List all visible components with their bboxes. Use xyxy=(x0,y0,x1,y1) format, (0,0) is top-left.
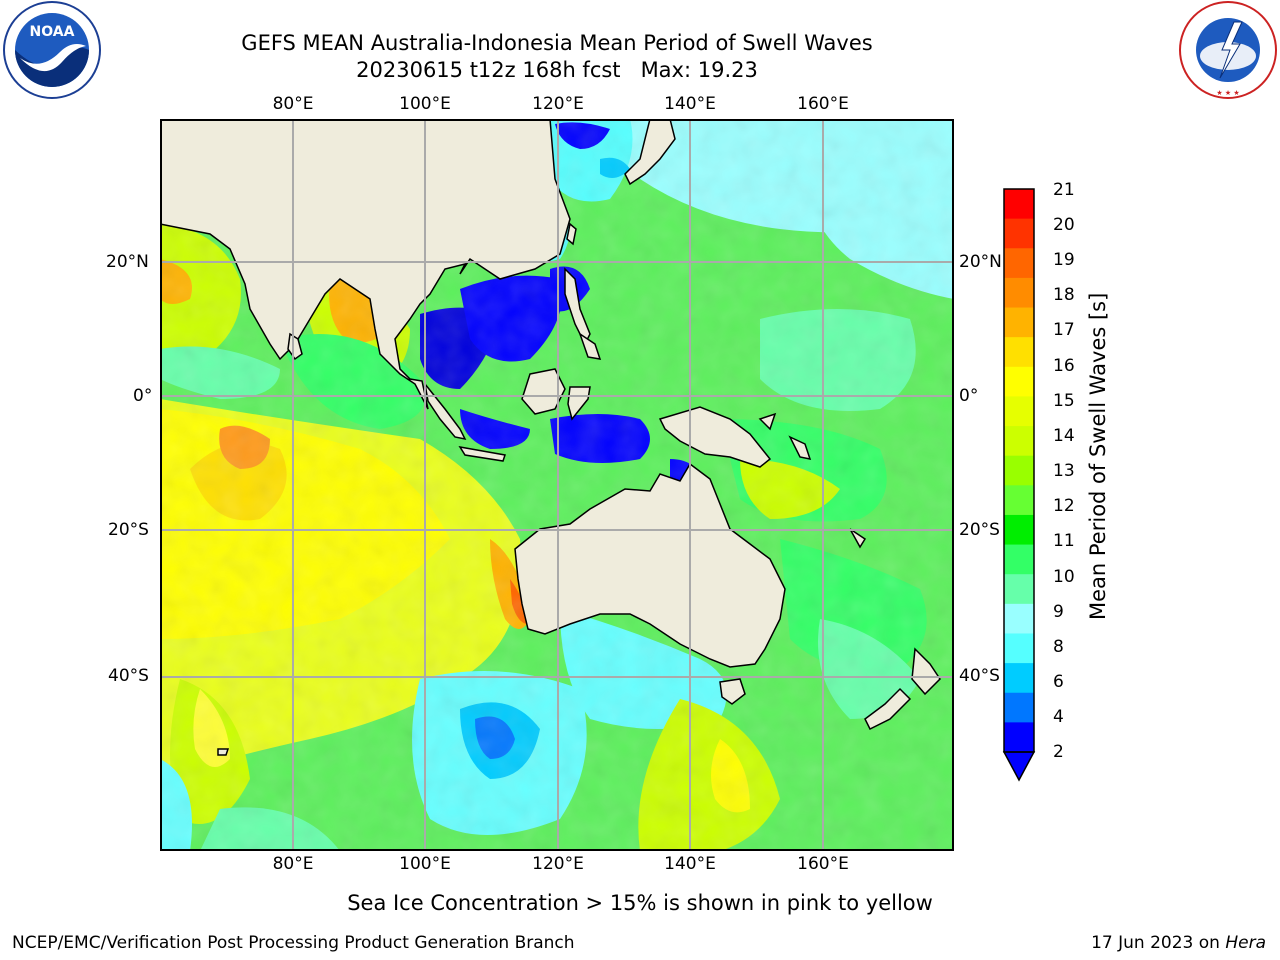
date-stamp: 17 Jun 2023 on Hera xyxy=(1091,933,1266,953)
colorbar-swatch xyxy=(1004,722,1034,753)
lat-tick-left: 0° xyxy=(133,386,153,406)
map-frame xyxy=(160,119,954,851)
lon-tick-bottom: 100°E xyxy=(399,854,451,874)
colorbar-title: Mean Period of Swell Waves [s] xyxy=(1086,292,1110,620)
lat-tick-right: 20°S xyxy=(959,520,1000,540)
colorbar xyxy=(1002,188,1036,782)
colorbar-tick: 18 xyxy=(1053,285,1075,305)
colorbar-tick: 21 xyxy=(1053,180,1075,200)
colorbar-swatch xyxy=(1004,426,1034,457)
sea-ice-note: Sea Ice Concentration > 15% is shown in … xyxy=(347,891,933,915)
swell-period-map xyxy=(160,119,954,851)
svg-text:★ ★ ★: ★ ★ ★ xyxy=(1216,89,1239,97)
graticule xyxy=(160,119,954,851)
lon-tick-bottom: 120°E xyxy=(532,854,584,874)
lon-tick-bottom: 140°E xyxy=(664,854,716,874)
colorbar-tick: 8 xyxy=(1053,637,1064,657)
colorbar-tick: 14 xyxy=(1053,426,1075,446)
colorbar-swatch xyxy=(1004,248,1034,279)
lat-tick-right: 20°N xyxy=(959,252,1002,272)
lat-tick-left: 40°S xyxy=(108,666,149,686)
colorbar-swatch xyxy=(1004,633,1034,664)
colorbar-swatch xyxy=(1004,189,1034,220)
colorbar-tick: 12 xyxy=(1053,496,1075,516)
svg-text:NOAA: NOAA xyxy=(30,24,75,40)
colorbar-tick: 9 xyxy=(1053,602,1064,622)
lat-tick-right: 40°S xyxy=(959,666,1000,686)
colorbar-tick: 2 xyxy=(1053,742,1064,762)
credit-text: NCEP/EMC/Verification Post Processing Pr… xyxy=(12,933,575,953)
colorbar-swatch xyxy=(1004,692,1034,723)
lon-tick-bottom: 80°E xyxy=(272,854,314,874)
colorbar-swatch xyxy=(1004,455,1034,486)
colorbar-tick: 19 xyxy=(1053,250,1075,270)
colorbar-tick: 17 xyxy=(1053,320,1075,340)
lon-tick-top: 100°E xyxy=(399,94,451,114)
date-text: 17 Jun 2023 on xyxy=(1091,933,1226,953)
colorbar-tick: 11 xyxy=(1053,531,1075,551)
colorbar-tick: 20 xyxy=(1053,215,1075,235)
lon-tick-top: 80°E xyxy=(272,94,314,114)
colorbar-swatch xyxy=(1004,544,1034,575)
colorbar-tick: 10 xyxy=(1053,567,1075,587)
lat-tick-right: 0° xyxy=(959,386,979,406)
lon-tick-bottom: 160°E xyxy=(797,854,849,874)
lon-tick-top: 120°E xyxy=(532,94,584,114)
colorbar-tick: 13 xyxy=(1053,461,1075,481)
colorbar-swatch xyxy=(1004,307,1034,338)
lon-tick-top: 140°E xyxy=(664,94,716,114)
colorbar-tick: 16 xyxy=(1053,356,1075,376)
colorbar-swatch xyxy=(1004,218,1034,249)
lat-tick-left: 20°N xyxy=(106,252,149,272)
nws-logo-icon: ★ ★ ★ xyxy=(1179,1,1277,99)
colorbar-tick: 6 xyxy=(1053,672,1064,692)
map-title: GEFS MEAN Australia-Indonesia Mean Perio… xyxy=(241,31,873,55)
colorbar-swatch xyxy=(1004,337,1034,368)
colorbar-swatch xyxy=(1004,366,1034,398)
colorbar-tick: 4 xyxy=(1053,707,1064,727)
colorbar-swatch xyxy=(1004,485,1034,516)
colorbar-swatch xyxy=(1004,277,1034,309)
colorbar-swatch xyxy=(1004,396,1034,427)
land-masses xyxy=(160,119,941,756)
colorbar-swatch xyxy=(1004,663,1034,694)
colorbar-swatch xyxy=(1004,574,1034,605)
lon-tick-top: 160°E xyxy=(797,94,849,114)
colorbar-swatch xyxy=(1004,603,1034,635)
map-subtitle: 20230615 t12z 168h fcst Max: 19.23 xyxy=(356,58,758,82)
lat-tick-left: 20°S xyxy=(108,520,149,540)
host-text: Hera xyxy=(1225,933,1266,953)
colorbar-swatch xyxy=(1004,514,1034,546)
colorbar-tick: 15 xyxy=(1053,391,1075,411)
noaa-logo-icon: NOAA xyxy=(3,1,101,99)
